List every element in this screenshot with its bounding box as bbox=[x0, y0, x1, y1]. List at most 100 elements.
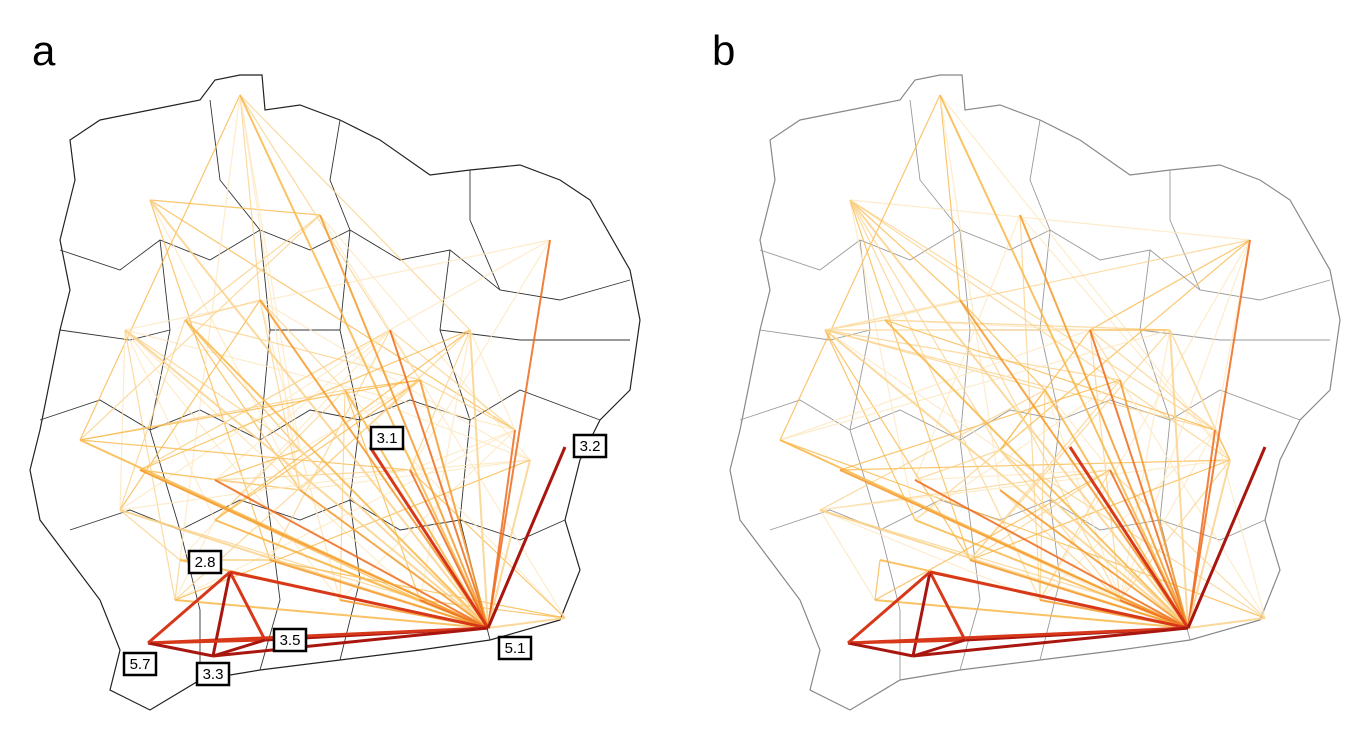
flow-edge bbox=[912, 626, 1189, 658]
flow-edge bbox=[149, 199, 489, 629]
flow-edge bbox=[849, 199, 961, 301]
flow-edge bbox=[1068, 446, 1190, 629]
flow-edge bbox=[79, 214, 321, 441]
flow-edge bbox=[409, 329, 471, 471]
district-border bbox=[209, 99, 261, 231]
flow-edge bbox=[149, 199, 321, 216]
flow-edge bbox=[299, 489, 489, 629]
flow-edge bbox=[819, 509, 1041, 601]
flow-edge bbox=[212, 638, 266, 658]
flow-edge bbox=[184, 299, 261, 321]
flow-edge bbox=[1039, 389, 1046, 601]
node-label: 3.5 bbox=[280, 632, 301, 649]
flow-edge bbox=[1089, 329, 1189, 629]
flow-edge bbox=[409, 469, 566, 619]
flow-edge bbox=[874, 599, 1189, 629]
flow-edge bbox=[486, 446, 567, 629]
node-label: 3.1 bbox=[377, 430, 398, 447]
flow-edge bbox=[1109, 469, 1189, 629]
flow-edge bbox=[124, 329, 301, 451]
flow-edge bbox=[239, 94, 471, 331]
flow-edge bbox=[124, 329, 516, 431]
label-box bbox=[497, 635, 533, 661]
flow-edge bbox=[914, 469, 1111, 481]
flow-edge bbox=[344, 389, 489, 629]
flow-edge bbox=[1169, 329, 1231, 461]
flow-edge bbox=[939, 94, 1001, 491]
flow-edge bbox=[149, 199, 516, 431]
flow-edge bbox=[229, 570, 489, 630]
node-label: 2.8 bbox=[195, 554, 216, 571]
flow-edge bbox=[147, 641, 214, 658]
label-box bbox=[187, 549, 223, 575]
flow-edge bbox=[824, 329, 1189, 629]
flow-edge bbox=[179, 94, 241, 561]
flow-edge bbox=[174, 559, 181, 601]
flow-edge bbox=[79, 94, 241, 441]
flow-edge bbox=[174, 599, 489, 629]
flow-edge bbox=[884, 319, 1171, 331]
flow-edge bbox=[1019, 214, 1041, 601]
flow-edge bbox=[824, 329, 1216, 431]
flow-edge bbox=[259, 299, 346, 391]
flow-edge bbox=[259, 299, 531, 461]
flow-edge bbox=[847, 638, 966, 645]
flow-edge bbox=[119, 299, 261, 511]
flow-edge bbox=[147, 638, 266, 645]
district-border bbox=[59, 229, 631, 301]
flow-edge bbox=[884, 319, 1189, 629]
flow-edge bbox=[124, 329, 216, 521]
flow-edge bbox=[389, 329, 489, 629]
flow-edge bbox=[409, 469, 489, 629]
flow-edge bbox=[469, 329, 516, 431]
district-border bbox=[59, 329, 171, 341]
flow-edge bbox=[849, 199, 1041, 601]
flow-edge bbox=[824, 299, 961, 331]
flow-edge bbox=[228, 571, 267, 641]
flow-edge bbox=[1169, 329, 1189, 629]
flow-edge bbox=[119, 469, 411, 511]
node-label: 5.7 bbox=[130, 656, 151, 673]
flow-edge bbox=[1186, 446, 1267, 629]
flow-edge bbox=[259, 299, 489, 629]
flow-edge bbox=[419, 379, 489, 629]
flow-edge bbox=[847, 641, 914, 658]
flow-edge bbox=[239, 94, 301, 491]
label-box bbox=[272, 627, 308, 653]
flow-edge bbox=[409, 429, 516, 471]
flow-edge bbox=[124, 329, 489, 629]
flow-edge bbox=[419, 379, 516, 431]
flow-edge bbox=[239, 94, 489, 629]
flow-edge bbox=[847, 570, 931, 645]
flow-edge bbox=[849, 199, 1251, 241]
node-label: 3.3 bbox=[203, 666, 224, 683]
flow-edge bbox=[1089, 329, 1216, 431]
flow-edge bbox=[124, 239, 551, 331]
flow-edge bbox=[119, 319, 186, 511]
flow-edge bbox=[914, 449, 1001, 481]
flow-edge bbox=[184, 319, 301, 451]
district-border bbox=[1029, 119, 1051, 231]
flow-edge bbox=[928, 571, 967, 641]
flow-edge bbox=[1089, 329, 1121, 381]
flow-edge bbox=[487, 617, 566, 629]
flow-edge bbox=[969, 559, 1189, 629]
flow-edge bbox=[124, 329, 421, 601]
flow-edge bbox=[239, 94, 261, 301]
district-border bbox=[329, 119, 351, 231]
flow-edge bbox=[884, 299, 961, 321]
flow-edge bbox=[214, 389, 346, 521]
flow-edge bbox=[849, 199, 1001, 451]
flow-edge bbox=[319, 214, 489, 629]
flow-edge bbox=[184, 319, 489, 629]
flow-edge bbox=[319, 214, 391, 331]
flow-edge bbox=[929, 570, 1189, 630]
flow-edge bbox=[214, 469, 411, 481]
map-panel bbox=[729, 74, 1341, 711]
district-border bbox=[909, 99, 961, 231]
label-box bbox=[195, 661, 231, 687]
flow-edge bbox=[1119, 379, 1266, 619]
flow-edge bbox=[259, 299, 301, 491]
flow-edge bbox=[874, 559, 881, 601]
